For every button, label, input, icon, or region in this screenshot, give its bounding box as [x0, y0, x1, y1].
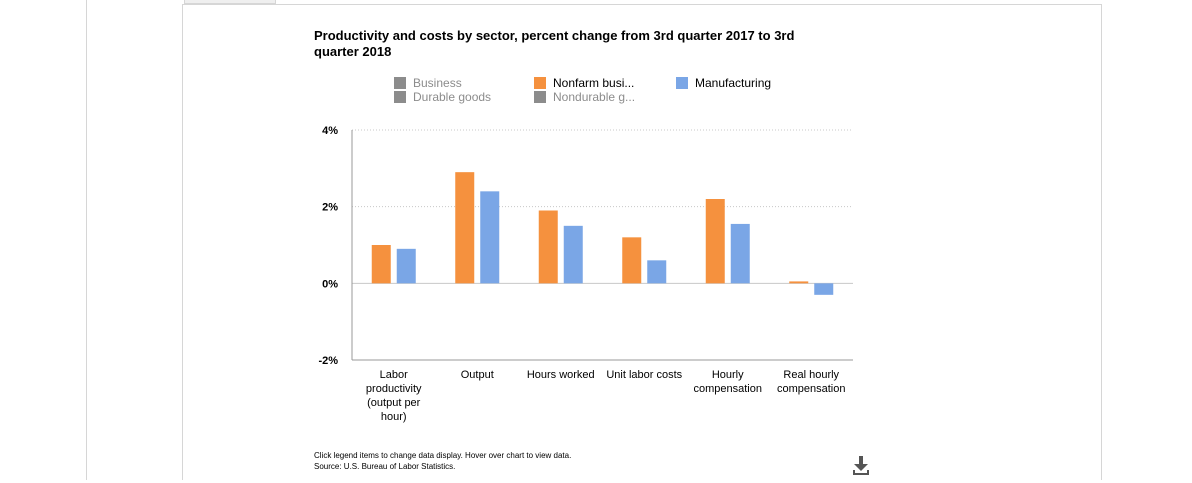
x-tick-label: Output — [461, 369, 494, 381]
y-tick-label: 2% — [322, 202, 338, 214]
bar-manufacturing[interactable] — [563, 225, 583, 284]
x-tick-label: Hours worked — [527, 369, 595, 381]
legend-label-durable-goods: Durable goods — [413, 90, 492, 104]
chart-legend: Business Nonfarm busi... Manufacturing D… — [394, 76, 814, 106]
footnote-source: Source: U.S. Bureau of Labor Statistics. — [314, 462, 456, 471]
bar-nonfarm-business[interactable] — [789, 281, 809, 284]
y-tick-label: 0% — [322, 278, 338, 290]
bar-manufacturing[interactable] — [814, 283, 834, 295]
footnote-instructions: Click legend items to change data displa… — [314, 451, 572, 460]
chart-title: Productivity and costs by sector, percen… — [314, 28, 795, 59]
page-left-rule — [86, 0, 87, 480]
bar-nonfarm-business[interactable] — [538, 210, 558, 284]
download-icon — [853, 456, 869, 475]
bar-manufacturing[interactable] — [730, 223, 750, 284]
legend-label-nonfarm-business: Nonfarm busi... — [553, 76, 635, 90]
bar-manufacturing[interactable] — [396, 248, 416, 284]
legend-swatch-nonfarm-business — [534, 77, 546, 89]
x-tick-label: Unit labor costs — [606, 369, 682, 381]
x-tick-label: Labor productivity (output per hour) — [366, 369, 422, 423]
panel-tab-stub — [184, 0, 276, 4]
chart-footnote: Click legend items to change data displa… — [314, 450, 571, 472]
y-tick-label: 4% — [322, 125, 338, 137]
bar-nonfarm-business[interactable] — [622, 237, 642, 284]
legend-swatch-manufacturing — [676, 77, 688, 89]
legend-label-manufacturing: Manufacturing — [695, 76, 772, 90]
legend-swatch-business — [394, 77, 406, 89]
legend-label-business: Business — [413, 76, 462, 90]
legend-label-nondurable-goods: Nondurable g... — [553, 90, 636, 104]
bar-manufacturing[interactable] — [480, 191, 500, 284]
y-tick-label: -2% — [318, 355, 338, 367]
chart-panel — [182, 4, 1102, 480]
x-tick-label: Real hourly compensation — [777, 369, 846, 395]
x-tick-label: Hourly compensation — [694, 369, 763, 395]
bar-nonfarm-business[interactable] — [705, 199, 725, 284]
bar-manufacturing[interactable] — [647, 260, 667, 284]
bar-nonfarm-business[interactable] — [371, 245, 391, 284]
download-button[interactable] — [850, 454, 872, 478]
legend-swatch-nondurable-goods — [534, 91, 546, 103]
legend-swatch-durable-goods — [394, 91, 406, 103]
bar-nonfarm-business[interactable] — [455, 172, 475, 284]
